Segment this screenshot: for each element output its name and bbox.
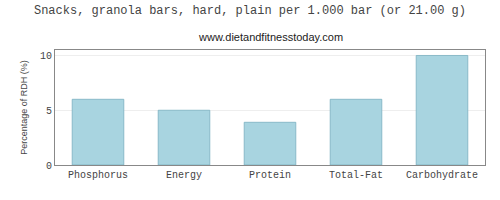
svg-text:Carbohydrate: Carbohydrate bbox=[406, 170, 478, 181]
svg-text:0: 0 bbox=[46, 161, 52, 172]
svg-text:10: 10 bbox=[40, 51, 52, 62]
svg-text:Protein: Protein bbox=[249, 170, 291, 181]
svg-text:www.dietandfitnesstoday.com: www.dietandfitnesstoday.com bbox=[198, 31, 343, 43]
svg-text:Percentage of RDH (%): Percentage of RDH (%) bbox=[19, 60, 29, 155]
svg-text:Snacks, granola bars, hard, pl: Snacks, granola bars, hard, plain per 1.… bbox=[34, 4, 466, 18]
svg-text:5: 5 bbox=[46, 106, 52, 117]
svg-text:Phosphorus: Phosphorus bbox=[68, 170, 128, 181]
svg-text:Energy: Energy bbox=[166, 170, 202, 181]
svg-text:Total-Fat: Total-Fat bbox=[329, 170, 383, 181]
